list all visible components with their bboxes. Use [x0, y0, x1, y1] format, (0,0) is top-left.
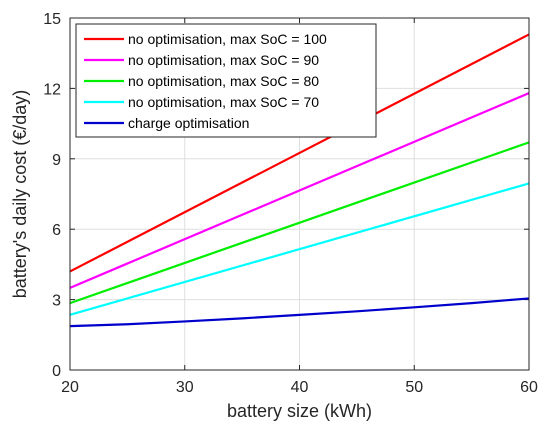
y-tick-labels: 0 3 6 9 12 15 — [43, 11, 61, 380]
legend-label: no optimisation, max SoC = 90 — [128, 52, 319, 68]
series-line-1 — [69, 33, 530, 273]
series-layer — [69, 33, 530, 328]
y-tick-label: 12 — [43, 81, 61, 98]
legend-label: no optimisation, max SoC = 100 — [128, 31, 327, 47]
x-axis-label: battery size (kWh) — [227, 401, 372, 421]
plot-frame — [69, 17, 530, 371]
y-axis-label: battery's daily cost (€/day) — [10, 90, 30, 299]
legend-label: charge optimisation — [128, 115, 249, 131]
x-tick-label: 60 — [520, 379, 538, 396]
x-tick-label: 30 — [176, 379, 194, 396]
legend-label: no optimisation, max SoC = 80 — [128, 73, 319, 89]
legend: no optimisation, max SoC = 100 no optimis… — [75, 23, 377, 138]
series-line-2 — [69, 92, 530, 289]
x-tick-label: 50 — [405, 379, 423, 396]
legend-label: no optimisation, max SoC = 70 — [128, 94, 319, 110]
y-tick-label: 15 — [43, 11, 61, 28]
series-line-5 — [69, 297, 530, 328]
y-tick-label: 3 — [52, 293, 61, 310]
series-line-4 — [69, 182, 530, 316]
y-tick-label: 9 — [52, 152, 61, 169]
legend-box — [75, 23, 377, 138]
y-tick-label: 0 — [52, 363, 61, 380]
legend-items: no optimisation, max SoC = 100 no optimis… — [84, 31, 327, 131]
y-tick-label: 6 — [52, 222, 61, 239]
x-tick-labels: 20 30 40 50 60 — [61, 379, 538, 396]
series-line-3 — [69, 141, 530, 305]
x-tick-label: 40 — [291, 379, 309, 396]
x-tick-label: 20 — [61, 379, 79, 396]
